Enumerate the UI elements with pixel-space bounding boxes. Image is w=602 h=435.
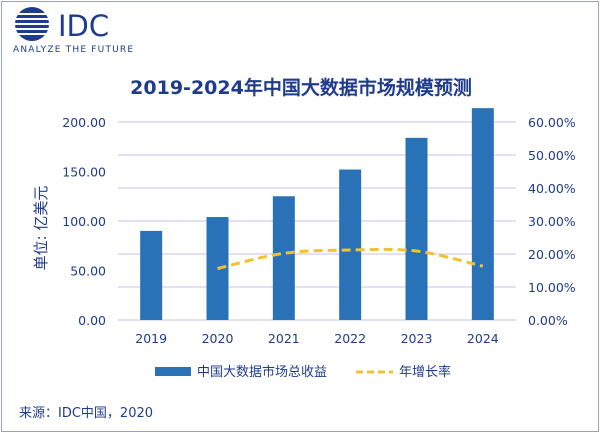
y-tick-label: 150.00	[62, 165, 106, 180]
y2-tick-label: 60.00%	[528, 115, 576, 130]
y-tick-label: 0.00	[78, 313, 106, 328]
x-tick-label: 2023	[401, 331, 433, 346]
y2-tick-label: 10.00%	[528, 280, 576, 295]
y2-tick-label: 0.00%	[528, 313, 568, 328]
x-tick-label: 2020	[202, 331, 234, 346]
bar	[140, 230, 163, 320]
logo-brand: IDC	[58, 9, 109, 43]
y2-tick-label: 50.00%	[528, 148, 576, 163]
bar	[339, 169, 362, 320]
source-note: 来源：IDC中国，2020	[19, 406, 154, 421]
logo-tagline: ANALYZE THE FUTURE	[13, 45, 134, 55]
legend-bar-swatch	[155, 367, 191, 376]
legend: 中国大数据市场总收益 年增长率	[155, 364, 451, 380]
y-tick-label: 100.00	[62, 214, 106, 229]
y-tick-label: 200.00	[62, 115, 106, 130]
x-axis: 2019 2020 2021 2022 2023 2024	[135, 331, 499, 346]
y2-tick-label: 30.00%	[528, 214, 576, 229]
x-tick-label: 2024	[467, 331, 499, 346]
y-tick-label: 50.00	[70, 264, 106, 279]
growth-line-series	[217, 247, 484, 270]
bar	[471, 108, 494, 320]
x-tick-label: 2022	[334, 331, 366, 346]
idc-logo: IDC ANALYZE THE FUTURE	[13, 7, 134, 55]
legend-bar-label: 中国大数据市场总收益	[197, 364, 327, 380]
y2-tick-label: 20.00%	[528, 247, 576, 262]
bar	[405, 137, 428, 320]
y-axis-label: 单位: 亿美元	[32, 186, 50, 271]
globe-icon	[13, 7, 51, 41]
x-tick-label: 2019	[135, 331, 167, 346]
gridlines	[118, 121, 516, 321]
y-axis-left: 0.00 50.00 100.00 150.00 200.00	[62, 115, 106, 328]
bar	[272, 196, 295, 320]
x-tick-label: 2021	[268, 331, 300, 346]
bar-series	[140, 108, 494, 320]
y-axis-right: 0.00% 10.00% 20.00% 30.00% 40.00% 50.00% 60.00…	[528, 115, 576, 328]
chart-title: 2019-2024年中国大数据市场规模预测	[130, 76, 472, 99]
y2-tick-label: 40.00%	[528, 181, 576, 196]
legend-line-label: 年增长率	[399, 364, 451, 380]
